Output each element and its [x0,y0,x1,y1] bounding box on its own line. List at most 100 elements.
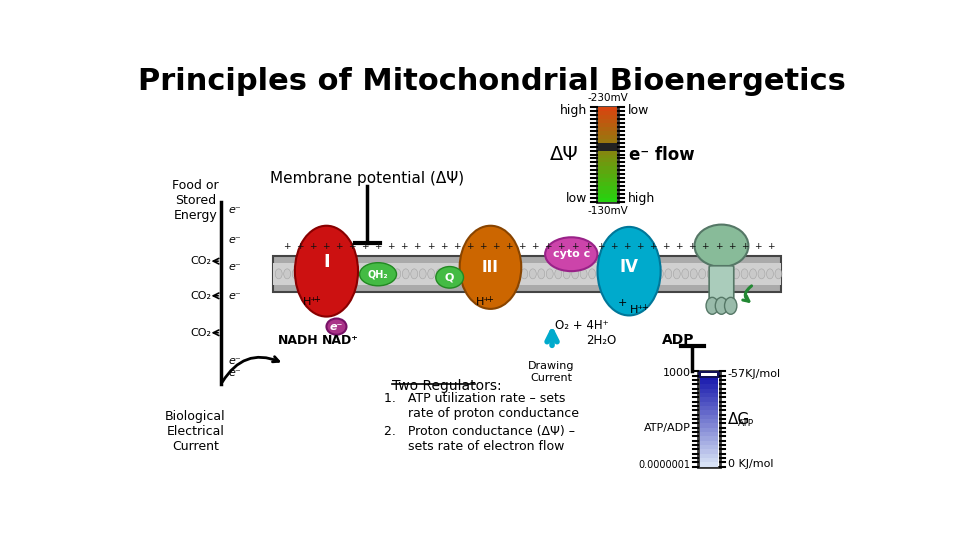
Bar [598,174,616,179]
Bar [598,107,616,111]
Text: +: + [702,242,709,251]
Text: CO₂: CO₂ [190,328,211,338]
Ellipse shape [648,269,655,279]
Ellipse shape [377,269,384,279]
Bar [700,419,718,424]
Text: H⁺: H⁺ [303,297,318,307]
Ellipse shape [351,269,358,279]
Text: +: + [492,242,499,251]
Ellipse shape [775,269,781,279]
Text: +: + [544,242,552,251]
Text: +: + [662,242,670,251]
Text: +: + [618,299,628,308]
Text: -57KJ/mol: -57KJ/mol [728,369,780,379]
Bar [700,415,718,420]
Bar [700,449,718,454]
Text: +: + [584,242,591,251]
Ellipse shape [555,269,562,279]
Text: -230mV: -230mV [588,92,628,103]
Text: Biological
Electrical
Current: Biological Electrical Current [165,410,226,453]
Ellipse shape [588,269,595,279]
Bar [598,182,616,186]
Bar [598,115,616,119]
Ellipse shape [385,269,393,279]
Text: +: + [374,242,382,251]
Ellipse shape [284,269,291,279]
Ellipse shape [682,269,688,279]
Text: +: + [282,242,290,251]
Bar [597,143,618,151]
Bar [598,119,616,123]
Bar [598,147,616,151]
Bar [700,406,718,411]
Text: e⁻: e⁻ [228,205,241,214]
Text: +: + [440,242,447,251]
Text: CO₂: CO₂ [190,291,211,301]
Text: +: + [414,242,421,251]
Bar [702,373,717,376]
Ellipse shape [436,267,464,288]
Bar [598,123,616,127]
Ellipse shape [360,262,396,286]
Bar [598,166,616,171]
Text: QH₂: QH₂ [368,269,389,279]
Bar [598,190,616,194]
Text: Drawing
Current: Drawing Current [528,361,574,383]
Ellipse shape [597,269,604,279]
Ellipse shape [690,269,697,279]
Text: +: + [741,242,748,251]
Ellipse shape [309,269,316,279]
Text: ATP: ATP [737,419,754,428]
Ellipse shape [699,269,706,279]
Text: +: + [728,242,735,251]
Text: +: + [767,242,775,251]
Text: +: + [714,242,722,251]
Ellipse shape [276,269,282,279]
Text: O₂ + 4H⁺: O₂ + 4H⁺ [555,319,609,332]
Bar [700,402,718,407]
Ellipse shape [715,298,728,314]
Text: +: + [636,242,643,251]
Text: +: + [426,242,434,251]
Ellipse shape [318,269,324,279]
Bar [598,186,616,191]
Bar [700,454,718,458]
Bar [598,143,616,147]
Bar [598,111,616,116]
Bar [273,262,780,285]
Bar [700,445,718,450]
Bar [700,397,718,402]
Text: +: + [570,242,578,251]
Bar [700,410,718,415]
Ellipse shape [460,226,521,309]
Ellipse shape [639,269,646,279]
Bar [597,107,618,202]
Text: +: + [348,242,355,251]
Ellipse shape [580,269,588,279]
Ellipse shape [732,269,739,279]
Ellipse shape [411,269,418,279]
Ellipse shape [750,269,756,279]
FancyBboxPatch shape [709,266,733,303]
Ellipse shape [766,269,774,279]
Bar [700,393,718,397]
Ellipse shape [487,269,494,279]
Text: e⁻ flow: e⁻ flow [629,145,695,164]
Ellipse shape [716,269,723,279]
Bar [700,462,718,467]
Text: IV: IV [619,258,638,276]
Text: +: + [400,242,408,251]
Text: +: + [361,242,369,251]
Bar [700,441,718,446]
Text: +: + [597,242,605,251]
Ellipse shape [436,269,444,279]
Ellipse shape [300,269,307,279]
Bar [598,158,616,163]
Bar [598,194,616,198]
Text: e⁻: e⁻ [228,356,241,366]
Text: e⁻: e⁻ [228,261,241,272]
Bar [700,423,718,428]
Ellipse shape [369,269,375,279]
Ellipse shape [394,269,400,279]
Text: cyto c: cyto c [553,249,590,259]
